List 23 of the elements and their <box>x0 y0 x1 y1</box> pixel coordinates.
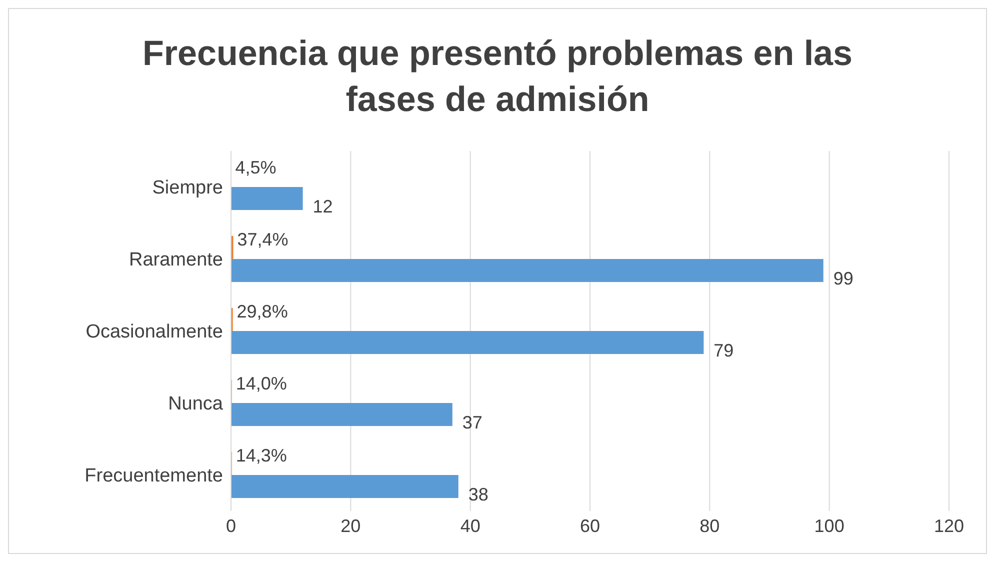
data-label: 29,8% <box>236 301 288 322</box>
x-tick-label: 60 <box>580 516 600 536</box>
data-label: 37 <box>462 412 482 432</box>
x-tick-label: 0 <box>226 516 236 536</box>
x-tick-label: 40 <box>460 516 480 536</box>
y-tick-label: Nunca <box>168 394 224 415</box>
data-label: 37,4% <box>237 229 288 250</box>
data-label: 79 <box>714 340 734 360</box>
chart-title: Frecuencia que presentó problemas en las fases de admisión <box>142 33 854 121</box>
data-label: 99 <box>833 268 854 288</box>
x-tick-label: 100 <box>814 516 844 536</box>
data-label: 4,5% <box>235 157 276 178</box>
y-tick-label: Siempre <box>152 178 223 199</box>
x-tick-label: 120 <box>934 516 964 536</box>
data-label: 12 <box>312 196 333 216</box>
x-tick-label: 80 <box>700 516 720 536</box>
data-label: 14,3% <box>236 445 287 466</box>
y-tick-label: Raramente <box>129 250 223 271</box>
y-tick-label: Frecuentemente <box>84 466 223 487</box>
x-tick-label: 20 <box>340 516 361 536</box>
data-label: 38 <box>468 484 488 504</box>
data-label: 14,0% <box>236 373 287 394</box>
y-tick-label: Ocasionalmente <box>86 322 223 343</box>
